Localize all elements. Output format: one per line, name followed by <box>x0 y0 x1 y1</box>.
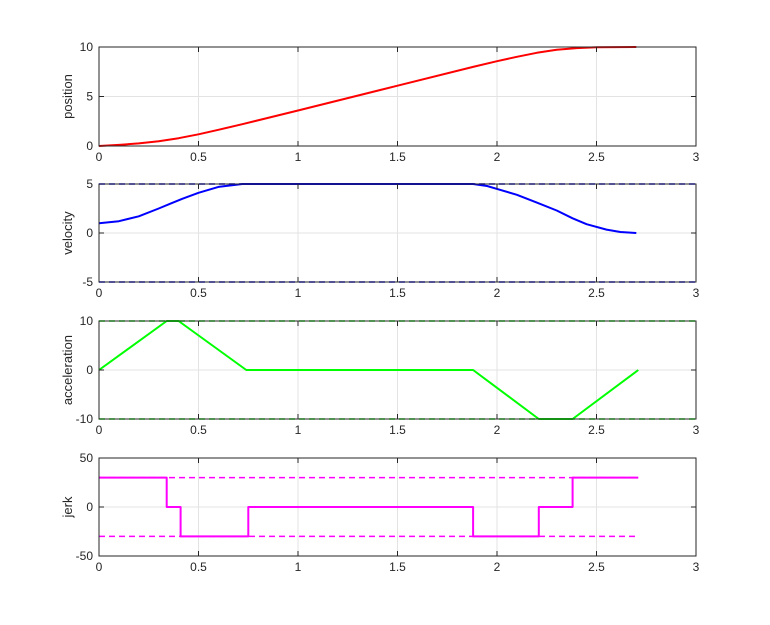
x-tick-label: 0 <box>96 286 103 300</box>
x-tick-label: 2.5 <box>588 286 605 300</box>
y-tick-label: 0 <box>86 139 93 153</box>
x-tick-label: 1 <box>295 560 302 574</box>
x-tick-label: 1.5 <box>389 286 406 300</box>
x-tick-label: 2.5 <box>588 423 605 437</box>
x-tick-label: 1.5 <box>389 423 406 437</box>
y-tick-label: 10 <box>80 314 94 328</box>
y-tick-label: -50 <box>76 549 94 563</box>
x-tick-label: 3 <box>693 423 700 437</box>
x-tick-label: 1.5 <box>389 150 406 164</box>
y-tick-label: 0 <box>86 226 93 240</box>
x-tick-label: 2 <box>494 560 501 574</box>
x-tick-label: 1 <box>295 423 302 437</box>
x-tick-label: 0.5 <box>190 423 207 437</box>
y-tick-label: 0 <box>86 500 93 514</box>
y-tick-label: 5 <box>86 177 93 191</box>
x-tick-label: 2.5 <box>588 150 605 164</box>
y-axis-label: acceleration <box>60 335 75 405</box>
x-tick-label: 1.5 <box>389 560 406 574</box>
y-axis-label: jerk <box>60 496 75 518</box>
y-tick-label: 5 <box>86 90 93 104</box>
x-tick-label: 2 <box>494 286 501 300</box>
y-axis-label: velocity <box>60 211 75 255</box>
x-tick-label: 0.5 <box>190 150 207 164</box>
x-tick-label: 2 <box>494 150 501 164</box>
y-tick-label: -10 <box>76 412 94 426</box>
x-tick-label: 1 <box>295 286 302 300</box>
series-line-1 <box>98 46 637 147</box>
y-tick-label: -5 <box>82 275 93 289</box>
y-tick-label: 50 <box>80 451 94 465</box>
x-tick-label: 3 <box>693 560 700 574</box>
x-tick-label: 3 <box>693 150 700 164</box>
x-tick-label: 2 <box>494 423 501 437</box>
x-tick-label: 0 <box>96 423 103 437</box>
x-tick-label: 0 <box>96 150 103 164</box>
subplot-1: 0 0.5 1 1.5 2 2.5 3 0 5 10 position <box>60 40 700 164</box>
x-tick-label: 2.5 <box>588 560 605 574</box>
y-axis-label: position <box>60 74 75 119</box>
x-tick-label: 0.5 <box>190 286 207 300</box>
x-tick-label: 1 <box>295 150 302 164</box>
y-tick-label: 10 <box>80 40 94 54</box>
y-tick-label: 0 <box>86 363 93 377</box>
x-tick-label: 3 <box>693 286 700 300</box>
series-line-1 <box>99 476 639 538</box>
x-tick-label: 0.5 <box>190 560 207 574</box>
x-tick-label: 0 <box>96 560 103 574</box>
